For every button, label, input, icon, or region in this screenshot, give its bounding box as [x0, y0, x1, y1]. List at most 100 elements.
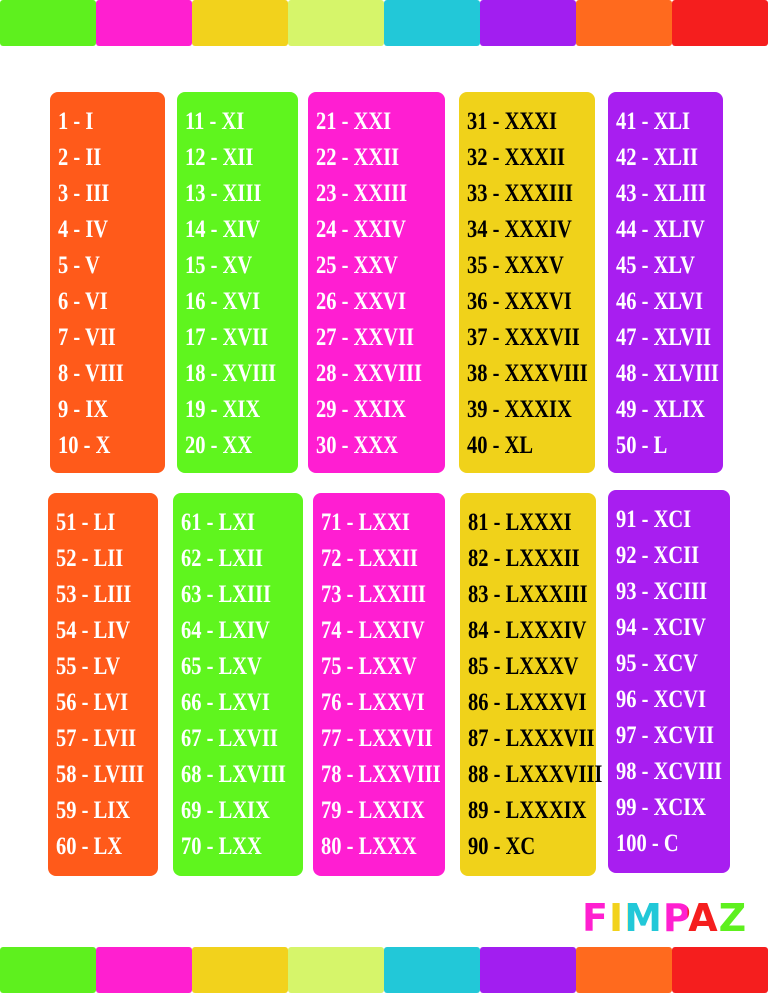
numeral-entry: 99 - XCIX — [616, 794, 706, 821]
numeral-box: 61 - LXI 62 - LXII 63 - LXIII 64 - LXIV 65 -… — [173, 493, 303, 876]
numeral-entry: 14 - XIV — [185, 216, 261, 243]
numeral-entry: 79 - LXXIX — [321, 797, 425, 824]
numeral-entry: 48 - XLVIII — [616, 360, 719, 387]
numeral-box: 91 - XCI 92 - XCII 93 - XCIII 94 - XCIV 95 -… — [608, 490, 730, 873]
numeral-entry: 90 - XC — [468, 833, 536, 860]
numeral-entry: 96 - XCVI — [616, 686, 706, 713]
numeral-entry: 85 - LXXXV — [468, 653, 579, 680]
numeral-entry: 32 - XXXII — [467, 144, 565, 171]
numeral-entry: 3 - III — [58, 180, 110, 207]
numeral-box: 1 - I 2 - II 3 - III 4 - IV 5 - V 6 - VI 7 - V… — [50, 92, 165, 473]
numeral-entry: 28 - XXVIII — [316, 360, 422, 387]
numeral-entry: 93 - XCIII — [616, 578, 708, 605]
numeral-entry: 83 - LXXXIII — [468, 581, 588, 608]
numeral-entry: 62 - LXII — [181, 545, 264, 572]
numeral-box: 81 - LXXXI 82 - LXXXII 83 - LXXXIII 84 - LX… — [460, 493, 603, 876]
numeral-box: 71 - LXXI 72 - LXXII 73 - LXXIII 74 - LXXIV… — [313, 493, 445, 876]
numeral-entry: 6 - VI — [58, 288, 108, 315]
color-bar — [0, 947, 768, 993]
numeral-entry: 65 - LXV — [181, 653, 262, 680]
numeral-entry: 33 - XXXIII — [467, 180, 573, 207]
numeral-entry: 46 - XLVI — [616, 288, 703, 315]
numeral-entry: 42 - XLII — [616, 144, 699, 171]
numeral-entry: 12 - XII — [185, 144, 254, 171]
numeral-box: 21 - XXI 22 - XXII 23 - XXIII 24 - XXIV 25 -… — [308, 92, 445, 473]
numeral-entry: 84 - LXXXIV — [468, 617, 587, 644]
numeral-entry: 87 - LXXXVII — [468, 725, 595, 752]
numeral-entry: 71 - LXXI — [321, 509, 410, 536]
numeral-entry: 59 - LIX — [56, 797, 131, 824]
numeral-entry: 5 - V — [58, 252, 100, 279]
numeral-entry: 91 - XCI — [616, 506, 692, 533]
numeral-entry: 88 - LXXXVIII — [468, 761, 603, 788]
numeral-entry: 72 - LXXII — [321, 545, 418, 572]
numeral-entry: 47 - XLVII — [616, 324, 711, 351]
numeral-entry: 19 - XIX — [185, 396, 261, 423]
numeral-entry: 31 - XXXI — [467, 108, 557, 135]
numeral-entry: 89 - LXXXIX — [468, 797, 587, 824]
numeral-entry: 20 - XX — [185, 432, 253, 459]
logo: FIMPAZ — [582, 896, 748, 940]
numeral-entry: 61 - LXI — [181, 509, 256, 536]
numeral-entry: 15 - XV — [185, 252, 253, 279]
numeral-entry: 13 - XIII — [185, 180, 262, 207]
numeral-entry: 2 - II — [58, 144, 102, 171]
numeral-entry: 53 - LIII — [56, 581, 132, 608]
numeral-entry: 38 - XXXVIII — [467, 360, 588, 387]
numeral-entry: 97 - XCVII — [616, 722, 714, 749]
numeral-entry: 43 - XLIII — [616, 180, 706, 207]
numeral-entry: 56 - LVI — [56, 689, 129, 716]
numeral-entry: 7 - VII — [58, 324, 116, 351]
numeral-entry: 63 - LXIII — [181, 581, 271, 608]
numeral-entry: 100 - C — [616, 830, 679, 857]
numeral-entry: 39 - XXXIX — [467, 396, 572, 423]
numeral-entry: 45 - XLV — [616, 252, 695, 279]
numeral-entry: 94 - XCIV — [616, 614, 706, 641]
numeral-box: 31 - XXXI 32 - XXXII 33 - XXXIII 34 - XXXIV… — [459, 92, 595, 473]
numeral-entry: 60 - LX — [56, 833, 123, 860]
numeral-entry: 9 - IX — [58, 396, 109, 423]
numeral-entry: 92 - XCII — [616, 542, 700, 569]
numeral-entry: 76 - LXXVI — [321, 689, 425, 716]
numeral-entry: 25 - XXV — [316, 252, 398, 279]
numeral-entry: 8 - VIII — [58, 360, 124, 387]
numeral-entry: 69 - LXIX — [181, 797, 270, 824]
numeral-box: 11 - XI 12 - XII 13 - XIII 14 - XIV 15 - XV 1… — [177, 92, 298, 473]
numeral-entry: 49 - XLIX — [616, 396, 705, 423]
numeral-entry: 74 - LXXIV — [321, 617, 425, 644]
numeral-entry: 55 - LV — [56, 653, 121, 680]
numeral-entry: 75 - LXXV — [321, 653, 417, 680]
numeral-entry: 77 - LXXVII — [321, 725, 433, 752]
numeral-entry: 40 - XL — [467, 432, 534, 459]
numeral-entry: 35 - XXXV — [467, 252, 564, 279]
numeral-entry: 41 - XLI — [616, 108, 691, 135]
numeral-entry: 1 - I — [58, 108, 94, 135]
numeral-entry: 29 - XXIX — [316, 396, 406, 423]
numeral-box: 51 - LI 52 - LII 53 - LIII 54 - LIV 55 - LV 5… — [48, 493, 158, 876]
numeral-entry: 98 - XCVIII — [616, 758, 722, 785]
numeral-entry: 86 - LXXXVI — [468, 689, 587, 716]
numeral-entry: 58 - LVIII — [56, 761, 145, 788]
numeral-entry: 52 - LII — [56, 545, 124, 572]
numeral-entry: 70 - LXX — [181, 833, 262, 860]
numeral-entry: 27 - XXVII — [316, 324, 414, 351]
numeral-entry: 17 - XVII — [185, 324, 269, 351]
numeral-entry: 44 - XLIV — [616, 216, 705, 243]
numeral-entry: 34 - XXXIV — [467, 216, 572, 243]
numeral-entry: 37 - XXXVII — [467, 324, 580, 351]
numeral-entry: 24 - XXIV — [316, 216, 406, 243]
numeral-entry: 30 - XXX — [316, 432, 398, 459]
color-bar — [0, 0, 768, 46]
numeral-entry: 81 - LXXXI — [468, 509, 572, 536]
numeral-box: 41 - XLI 42 - XLII 43 - XLIII 44 - XLIV 45 -… — [608, 92, 723, 473]
numeral-entry: 18 - XVIII — [185, 360, 277, 387]
numeral-entry: 68 - LXVIII — [181, 761, 286, 788]
numeral-entry: 4 - IV — [58, 216, 109, 243]
numeral-entry: 11 - XI — [185, 108, 245, 135]
numeral-entry: 36 - XXXVI — [467, 288, 572, 315]
numeral-entry: 10 - X — [58, 432, 111, 459]
numeral-entry: 51 - LI — [56, 509, 116, 536]
numeral-entry: 66 - LXVI — [181, 689, 270, 716]
numeral-entry: 26 - XXVI — [316, 288, 406, 315]
